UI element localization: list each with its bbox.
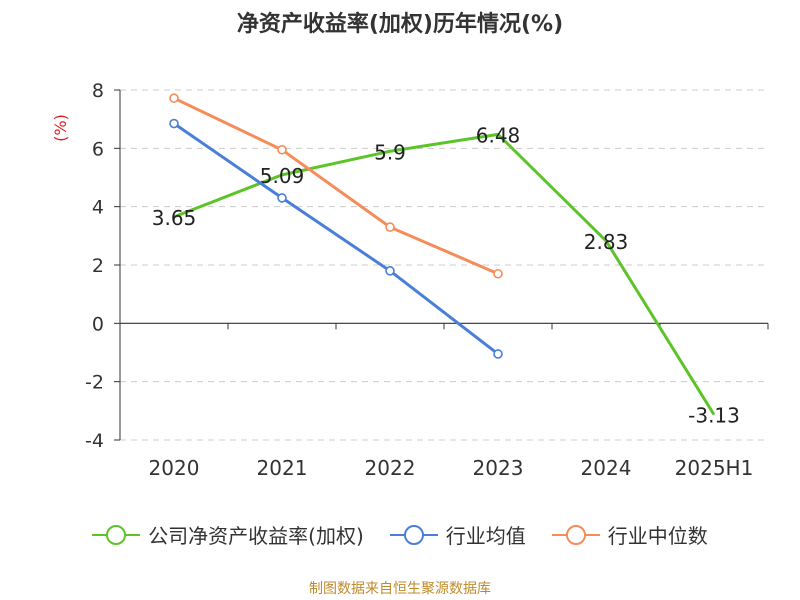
y-tick-label: 2 [92,255,104,277]
data-label: 3.65 [152,206,197,230]
series-point-2 [385,222,395,232]
x-tick-label: 2025H1 [675,456,754,480]
series-line-1 [173,122,499,356]
data-label: 5.9 [374,140,406,164]
legend-item-1[interactable]: 行业均值 [389,520,526,549]
y-tick-label: -2 [85,372,104,394]
series-point-2 [277,144,287,155]
legend-label: 行业均值 [445,524,526,548]
legend-label: 公司净资产收益率(加权) [148,524,364,548]
legend-marker-icon [92,524,141,545]
legend-item-2[interactable]: 行业中位数 [551,520,708,549]
legend-marker-icon [389,524,438,545]
legend-marker-icon [551,524,600,545]
source-note: 制图数据来自恒生聚源数据库 [309,581,491,597]
x-tick-label: 2022 [365,456,416,480]
series-point-1 [169,118,179,129]
y-tick-label: 4 [92,197,104,219]
y-tick-label: 6 [92,138,104,160]
series-line-2 [173,96,499,276]
series-point-2 [169,93,179,103]
series-line-0 [173,132,716,416]
y-unit-label: (%) [51,114,70,142]
x-tick-label: 2024 [581,456,632,480]
y-tick-label: 0 [92,313,104,335]
series-point-1 [385,266,395,276]
chart-title: 净资产收益率(加权)历年情况(%) [236,12,564,37]
y-tick-label: 8 [92,80,104,102]
data-label: 2.83 [584,230,629,254]
x-tick-label: 2020 [149,456,200,480]
legend-label: 行业中位数 [607,524,708,548]
data-label: -3.13 [688,404,740,428]
series-point-2 [493,268,503,279]
data-label: 5.09 [260,164,305,188]
y-tick-label: -4 [85,430,104,452]
x-tick-label: 2023 [473,456,524,480]
legend-item-0[interactable]: 公司净资产收益率(加权) [92,520,364,549]
x-tick-label: 2021 [257,456,308,480]
chart-legend: 公司净资产收益率(加权) 行业均值 行业中位数 [0,520,800,549]
data-label: 6.48 [476,123,521,147]
series-point-1 [493,349,503,359]
series-point-1 [277,193,287,203]
